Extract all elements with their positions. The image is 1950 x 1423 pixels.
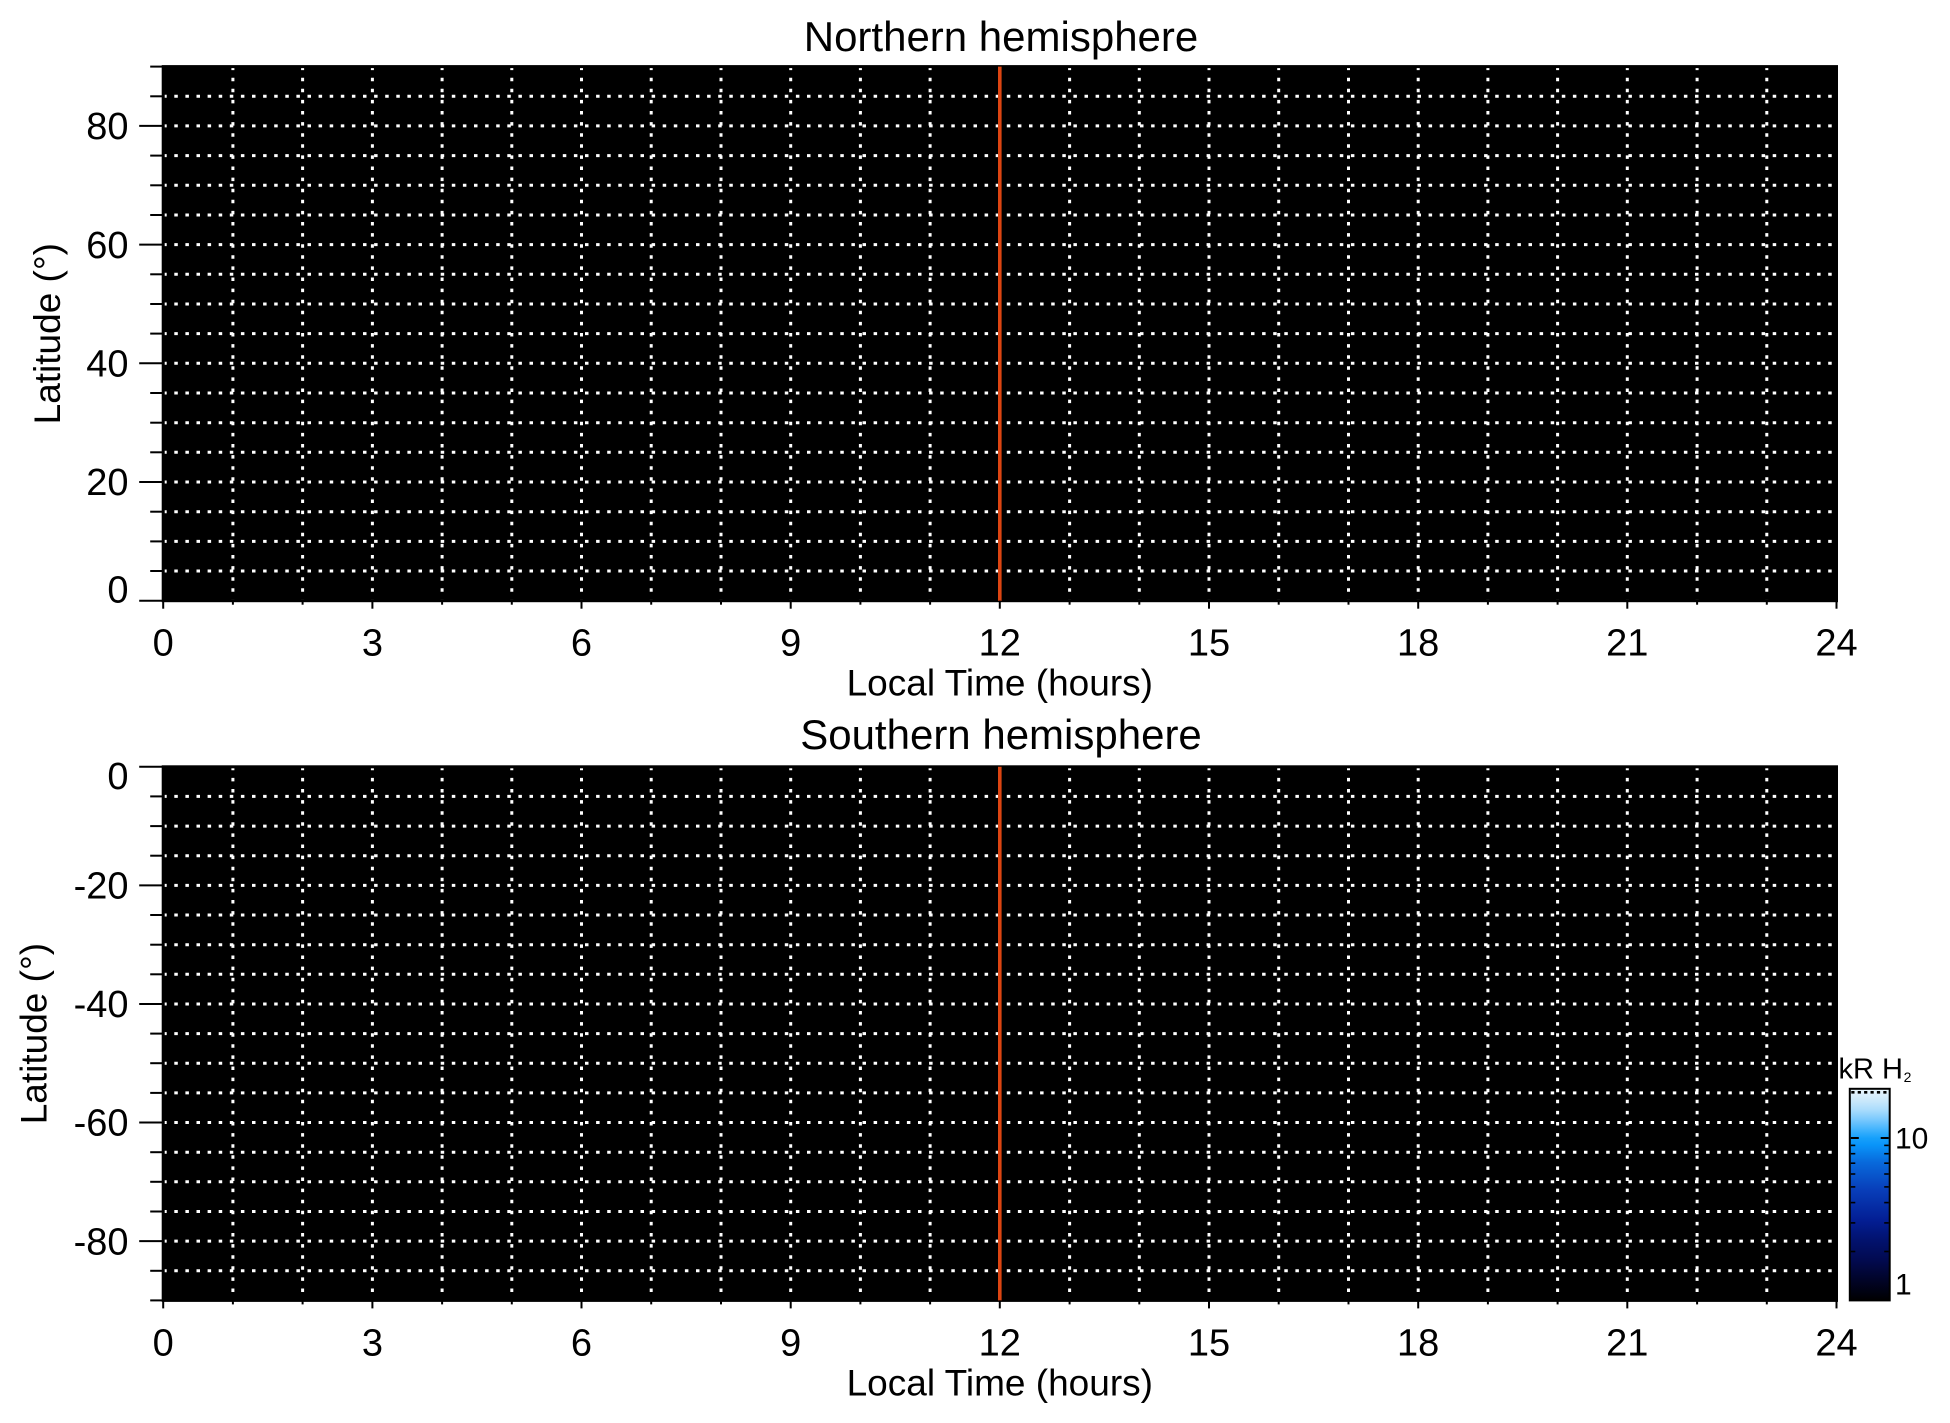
svg-text:12: 12 (979, 1322, 1021, 1364)
svg-text:40: 40 (86, 344, 128, 386)
svg-text:Latitude (°): Latitude (°) (14, 943, 55, 1124)
svg-text:9: 9 (780, 623, 801, 665)
svg-text:kR H: kR H (1839, 1054, 1903, 1086)
svg-text:15: 15 (1188, 623, 1230, 665)
svg-text:Local Time (hours): Local Time (hours) (847, 663, 1153, 704)
svg-text:-80: -80 (74, 1221, 129, 1263)
svg-text:10: 10 (1895, 1122, 1928, 1155)
svg-text:6: 6 (571, 623, 592, 665)
svg-text:80: 80 (86, 106, 128, 148)
svg-text:3: 3 (362, 623, 383, 665)
svg-text:12: 12 (979, 623, 1021, 665)
svg-text:21: 21 (1606, 1322, 1648, 1364)
svg-text:0: 0 (107, 756, 128, 798)
svg-text:2: 2 (1904, 1069, 1912, 1085)
svg-text:0: 0 (107, 569, 128, 611)
svg-text:Southern hemisphere: Southern hemisphere (800, 711, 1202, 758)
svg-text:18: 18 (1397, 623, 1439, 665)
svg-text:15: 15 (1188, 1322, 1230, 1364)
svg-text:0: 0 (153, 623, 174, 665)
svg-text:Latitude (°): Latitude (°) (27, 243, 68, 424)
svg-text:6: 6 (571, 1322, 592, 1364)
svg-text:18: 18 (1397, 1322, 1439, 1364)
svg-text:3: 3 (362, 1322, 383, 1364)
svg-text:24: 24 (1815, 623, 1857, 665)
svg-text:-60: -60 (74, 1103, 129, 1145)
svg-text:21: 21 (1606, 623, 1648, 665)
svg-text:20: 20 (86, 462, 128, 504)
svg-text:Local Time (hours): Local Time (hours) (847, 1362, 1153, 1403)
svg-text:60: 60 (86, 225, 128, 267)
svg-text:1: 1 (1895, 1269, 1912, 1302)
svg-text:9: 9 (780, 1322, 801, 1364)
svg-text:0: 0 (153, 1322, 174, 1364)
svg-text:24: 24 (1815, 1322, 1857, 1364)
svg-text:-40: -40 (74, 984, 129, 1026)
svg-text:-20: -20 (74, 866, 129, 908)
svg-text:Northern hemisphere: Northern hemisphere (804, 13, 1199, 60)
